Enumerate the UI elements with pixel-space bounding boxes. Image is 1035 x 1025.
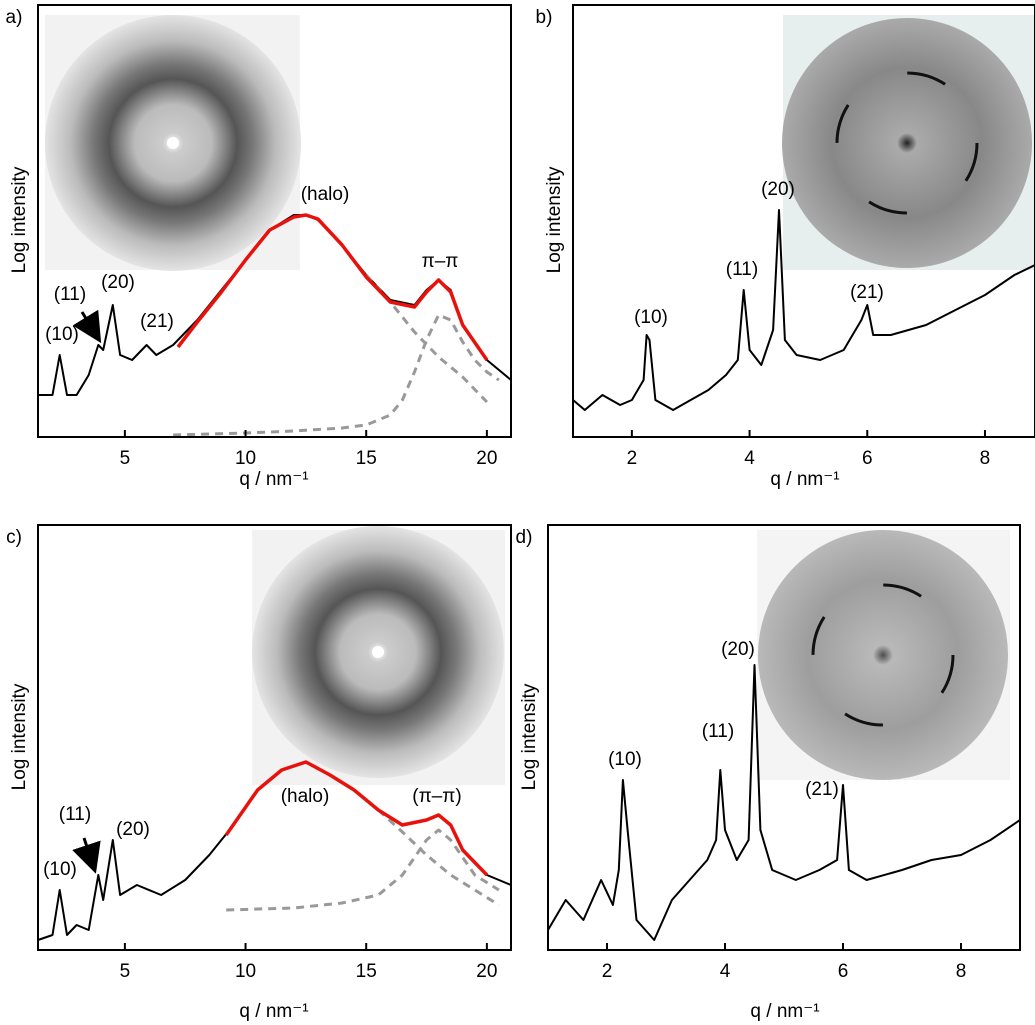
y-axis-label: Log intensity bbox=[519, 683, 540, 790]
x-axis-label: q / nm⁻¹ bbox=[770, 469, 839, 490]
arrow bbox=[72, 837, 101, 874]
y-axis-label: Log intensity bbox=[9, 683, 30, 790]
peak-label: (11) bbox=[59, 804, 91, 825]
peak-label: (11) bbox=[726, 259, 758, 280]
curve bbox=[547, 664, 1021, 941]
x-axis-label: q / nm⁻¹ bbox=[750, 1001, 819, 1022]
diffraction-image bbox=[782, 18, 1032, 268]
peak-label: (11) bbox=[54, 284, 86, 305]
fit-component bbox=[377, 808, 500, 907]
x-tick-label: 15 bbox=[356, 448, 377, 469]
plot-frame bbox=[37, 524, 512, 951]
panel-label: d) bbox=[516, 527, 533, 548]
peak-label: (10) bbox=[608, 749, 642, 770]
peak-label: (20) bbox=[761, 179, 795, 200]
plot-frame bbox=[37, 4, 512, 438]
peak-label: (10) bbox=[634, 307, 668, 328]
ring bbox=[811, 583, 955, 727]
fit-component bbox=[173, 313, 500, 437]
x-tick-label: 10 bbox=[235, 961, 256, 982]
x-tick-label: 6 bbox=[838, 961, 849, 982]
beamstop bbox=[372, 646, 384, 658]
peak-label: (21) bbox=[850, 282, 884, 303]
peak-label: (10) bbox=[43, 859, 77, 880]
x-tick-label: 4 bbox=[744, 448, 755, 469]
curve bbox=[176, 213, 489, 361]
x-tick-label: 8 bbox=[956, 961, 967, 982]
panel-label: b) bbox=[536, 7, 553, 28]
diffraction-image bbox=[758, 530, 1008, 780]
plot-frame bbox=[572, 4, 1035, 438]
peak-label: (10) bbox=[45, 324, 79, 345]
x-tick-label: 2 bbox=[627, 448, 638, 469]
ring bbox=[835, 71, 979, 215]
y-axis-label: Log intensity bbox=[9, 166, 30, 273]
x-tick-label: 20 bbox=[476, 448, 497, 469]
peak-label: (11) bbox=[702, 721, 734, 742]
fit-component bbox=[226, 828, 500, 912]
peak-label: (20) bbox=[101, 272, 135, 293]
x-tick-label: 20 bbox=[476, 961, 497, 982]
peak-label: (halo) bbox=[301, 184, 350, 205]
peak-label: (20) bbox=[116, 819, 150, 840]
x-tick-label: 5 bbox=[120, 961, 131, 982]
arrow bbox=[72, 309, 102, 344]
plot-frame bbox=[547, 524, 1021, 951]
x-axis-label: q / nm⁻¹ bbox=[239, 1001, 308, 1022]
curve bbox=[572, 209, 1035, 411]
x-tick-label: 5 bbox=[120, 448, 131, 469]
x-tick-label: 10 bbox=[235, 448, 256, 469]
beamstop bbox=[167, 137, 179, 149]
curve bbox=[224, 760, 489, 877]
peak-label: (20) bbox=[721, 639, 755, 660]
insets bbox=[45, 15, 1035, 785]
x-tick-label: 6 bbox=[862, 448, 873, 469]
peak-label: (π–π) bbox=[412, 786, 461, 807]
y-axis-label: Log intensity bbox=[544, 166, 565, 273]
x-axis-label: q / nm⁻¹ bbox=[239, 469, 308, 490]
x-tick-label: 4 bbox=[720, 961, 731, 982]
panel-label: a) bbox=[6, 7, 23, 28]
x-tick-label: 15 bbox=[356, 961, 377, 982]
peak-label: (halo) bbox=[281, 786, 330, 807]
x-tick-label: 2 bbox=[602, 961, 613, 982]
peak-label: π–π bbox=[422, 251, 459, 272]
peak-label: (21) bbox=[805, 779, 839, 800]
x-tick-label: 8 bbox=[980, 448, 991, 469]
peak-label: (21) bbox=[140, 311, 174, 332]
panel-label: c) bbox=[6, 527, 22, 548]
